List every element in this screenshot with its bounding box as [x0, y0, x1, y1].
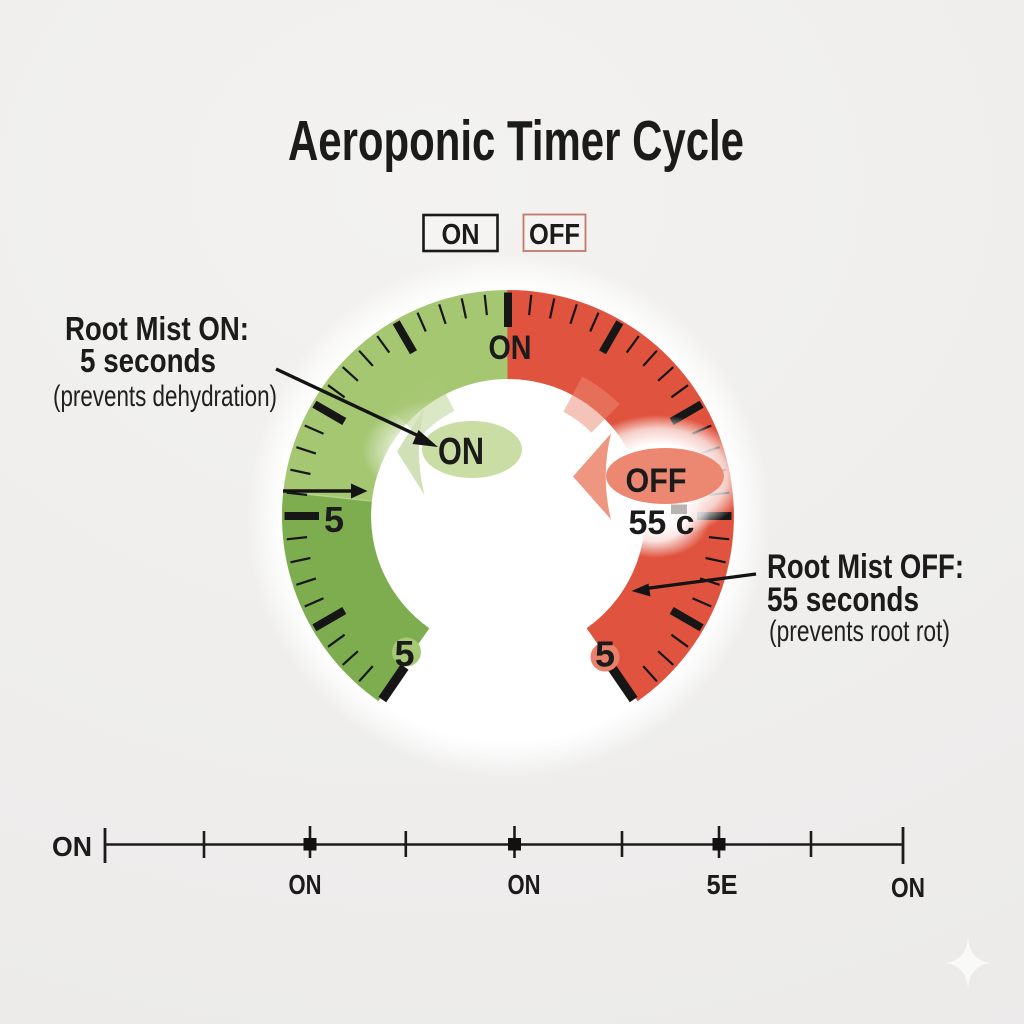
svg-text:Aeroponic Timer Cycle: Aeroponic Timer Cycle — [288, 109, 744, 173]
svg-text:5E: 5E — [707, 869, 738, 900]
svg-text:ON: ON — [891, 872, 925, 903]
svg-text:55 seconds: 55 seconds — [767, 581, 919, 619]
svg-text:Root Mist OFF:: Root Mist OFF: — [767, 548, 964, 586]
svg-text:ON: ON — [438, 431, 484, 473]
svg-text:(prevents dehydration): (prevents dehydration) — [53, 380, 277, 413]
svg-text:ON: ON — [442, 219, 480, 251]
svg-text:ON: ON — [489, 329, 532, 367]
svg-text:5 seconds: 5 seconds — [80, 343, 216, 380]
svg-text:OFF: OFF — [626, 462, 687, 500]
svg-text:OFF: OFF — [529, 219, 580, 251]
svg-text:5: 5 — [324, 499, 344, 540]
svg-text:5: 5 — [394, 633, 414, 674]
svg-text:ON: ON — [289, 869, 322, 900]
svg-text:(prevents root rot): (prevents root rot) — [769, 615, 950, 648]
svg-text:ON: ON — [52, 831, 92, 862]
svg-text:5: 5 — [595, 634, 615, 675]
svg-text:Root Mist ON:: Root Mist ON: — [65, 311, 249, 348]
svg-text:ON: ON — [508, 869, 541, 900]
